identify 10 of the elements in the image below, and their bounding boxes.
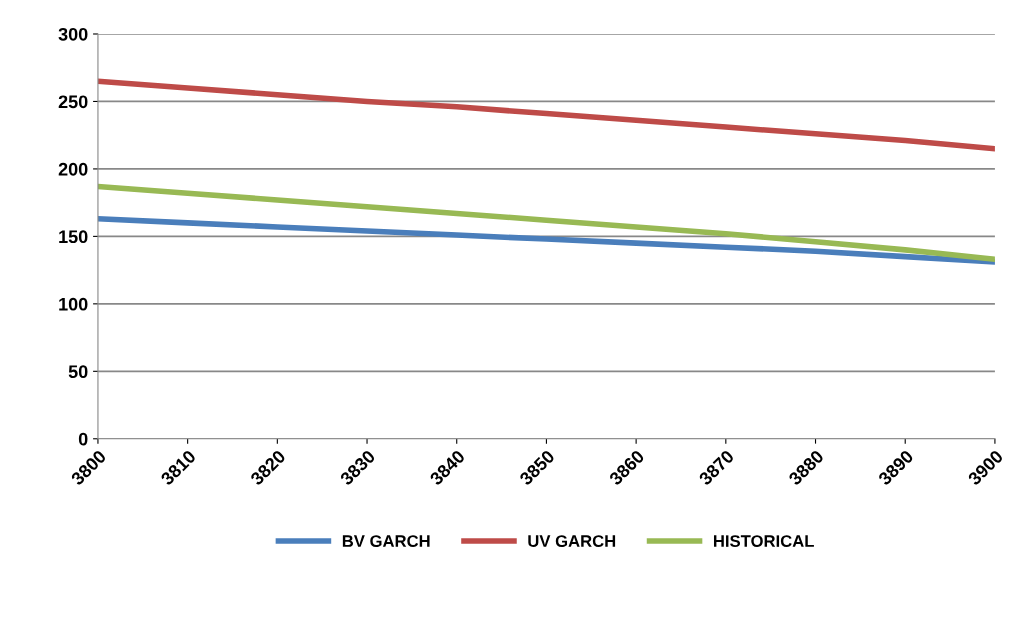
y-tick-label: 0 — [78, 432, 88, 446]
y-tick-label: 250 — [58, 95, 88, 109]
legend-label: BV GARCH — [342, 535, 430, 547]
y-tick-label: 300 — [58, 27, 88, 41]
y-tick-label: 200 — [58, 162, 88, 176]
legend-label: HISTORICAL — [713, 535, 814, 547]
y-tick-label: 100 — [59, 297, 88, 311]
legend-label: UV GARCH — [528, 535, 616, 547]
y-tick-label: 150 — [59, 230, 88, 244]
y-tick-label: 50 — [68, 365, 88, 379]
